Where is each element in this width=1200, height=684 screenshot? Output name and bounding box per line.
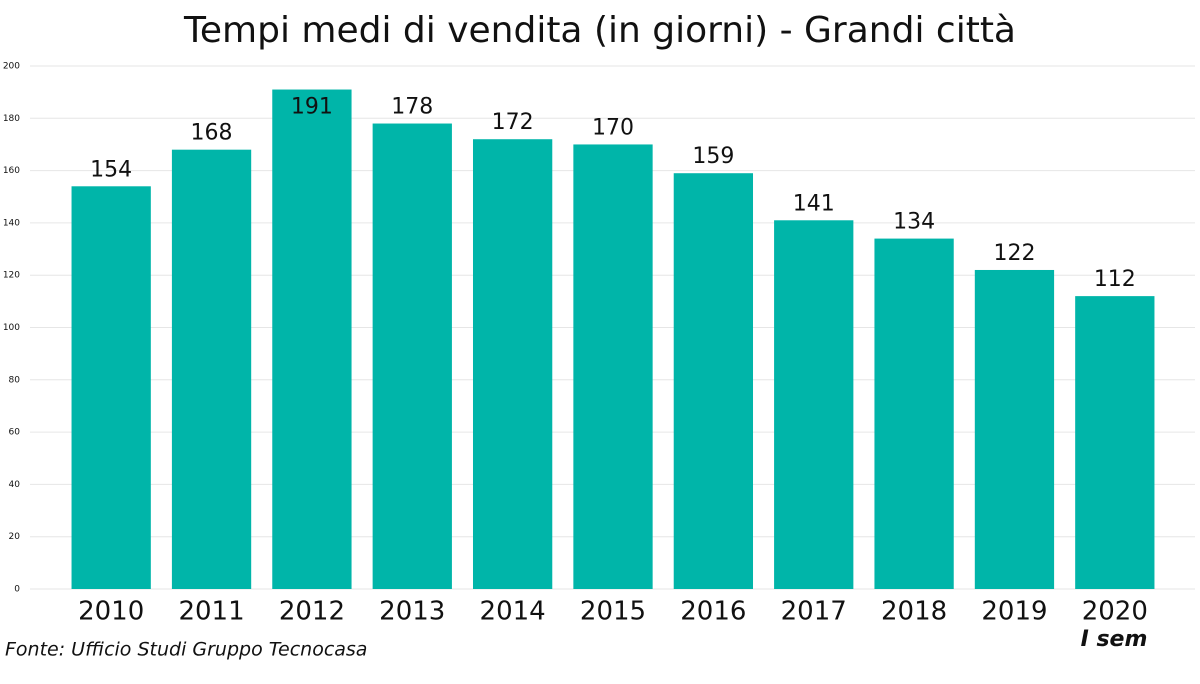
x-tick-label: 2011 — [178, 597, 244, 627]
x-tick-label: 2010 — [78, 597, 144, 627]
bar — [774, 220, 854, 589]
x-tick-label: 2018 — [881, 597, 947, 627]
y-tick-label: 100 — [3, 323, 20, 333]
y-tick-label: 140 — [3, 218, 20, 228]
value-label: 122 — [993, 241, 1035, 266]
bar — [1075, 296, 1155, 589]
y-tick-label: 20 — [9, 532, 21, 542]
value-label: 191 — [291, 95, 333, 120]
bar — [272, 89, 352, 589]
value-label: 178 — [391, 95, 433, 120]
bar — [974, 269, 1055, 589]
annotation: I sem — [1081, 627, 1148, 652]
y-tick-label: 160 — [3, 166, 20, 176]
x-tick-label: 2017 — [781, 597, 847, 627]
y-tick-label: 0 — [14, 585, 20, 595]
bar — [472, 139, 553, 589]
y-tick-label: 180 — [3, 114, 20, 124]
source: Fonte: Ufficio Studi Gruppo Tecnocasa — [5, 639, 367, 661]
value-label: 154 — [90, 157, 132, 182]
y-tick-label: 120 — [3, 271, 20, 281]
bar — [874, 238, 954, 589]
bar — [171, 149, 252, 589]
value-label: 134 — [893, 210, 935, 235]
y-tick-label: 40 — [9, 480, 21, 490]
x-tick-label: 2016 — [680, 597, 746, 627]
value-label: 141 — [793, 191, 835, 216]
bar — [71, 186, 151, 590]
value-label: 172 — [492, 110, 534, 135]
x-tick-label: 2013 — [379, 597, 445, 627]
chart-title: Tempi medi di vendita (in giorni) - Gran… — [183, 10, 1016, 51]
value-label: 112 — [1094, 267, 1136, 292]
bar — [573, 144, 653, 589]
y-tick-label: 60 — [9, 428, 21, 438]
bar — [673, 173, 754, 589]
x-tick-label: 2019 — [981, 597, 1047, 627]
value-label: 168 — [191, 121, 233, 146]
x-tick-label: 2020 — [1082, 597, 1148, 627]
x-tick-label: 2014 — [480, 597, 546, 627]
value-label: 170 — [592, 115, 634, 140]
bar — [372, 123, 452, 589]
y-tick-label: 80 — [9, 375, 21, 385]
x-tick-label: 2012 — [279, 597, 345, 627]
value-label: 159 — [692, 144, 734, 169]
x-tick-label: 2015 — [580, 597, 646, 627]
y-tick-label: 200 — [3, 62, 20, 72]
